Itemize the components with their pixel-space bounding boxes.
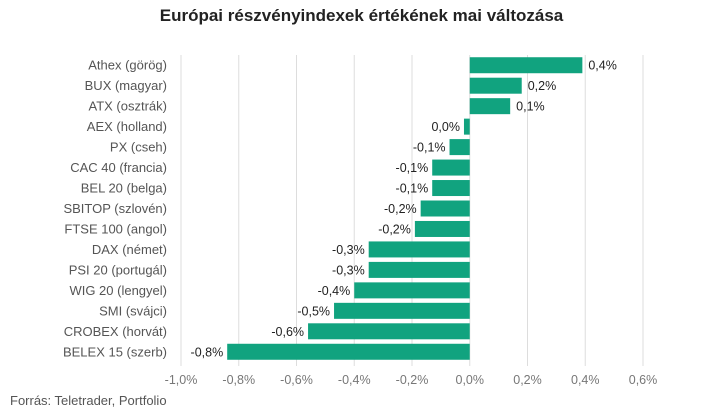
chart-source: Forrás: Teletrader, Portfolio [10,393,167,408]
category-label: DAX (német) [92,242,167,257]
category-label: CAC 40 (francia) [70,160,167,175]
bar [449,139,470,156]
x-tick-label: 0,4% [571,373,600,387]
data-label: -0,8% [191,345,224,359]
data-label: 0,0% [431,120,460,134]
category-label: ATX (osztrák) [89,99,168,114]
data-label: -0,3% [332,243,365,257]
data-label: -0,5% [297,304,330,318]
category-label: BUX (magyar) [85,78,167,93]
data-label: -0,1% [413,141,446,155]
bar [368,241,470,258]
x-axis-ticks: -1,0% -0,8% -0,6% -0,4% -0,2% 0,0% 0,2% 0,4% 0,6… [165,373,658,387]
chart-title: Európai részvényindexek értékének mai vá… [159,6,564,25]
category-label: PX (cseh) [110,140,167,155]
data-label: -0,4% [318,284,351,298]
category-label: BELEX 15 (szerb) [63,344,167,359]
bar [469,77,522,94]
bar [469,57,583,74]
bar [432,180,470,197]
x-tick-label: -0,2% [396,373,429,387]
category-label: SMI (svájci) [99,303,167,318]
data-label: 0,1% [516,100,545,114]
bars-layer [227,57,583,360]
data-label: -0,1% [396,182,429,196]
x-tick-label: -0,4% [338,373,371,387]
labels-layer: Athex (görög) 0,4% BUX (magyar) 0,2% ATX (os… [63,58,617,360]
category-label: CROBEX (horvát) [64,324,167,339]
bar [308,323,470,340]
bar [420,200,470,217]
x-tick-label: 0,0% [456,373,485,387]
data-label: -0,2% [378,222,411,236]
bar [227,343,470,360]
category-label: WIG 20 (lengyel) [69,283,167,298]
data-label: -0,3% [332,263,365,277]
bar [432,159,470,176]
category-label: PSI 20 (portugál) [69,262,167,277]
data-label: 0,2% [528,79,557,93]
bar [368,261,470,278]
category-label: SBITOP (szlovén) [63,201,167,216]
data-label: -0,6% [271,325,304,339]
x-tick-label: -0,8% [222,373,255,387]
bar [469,98,511,115]
category-label: FTSE 100 (angol) [64,221,167,236]
category-label: Athex (görög) [88,58,167,73]
data-label: -0,1% [396,161,429,175]
bar [463,118,470,135]
x-tick-label: -0,6% [280,373,313,387]
bar [414,220,470,237]
x-tick-label: -1,0% [165,373,198,387]
x-tick-label: 0,6% [629,373,658,387]
bar [334,302,470,319]
data-label: -0,2% [384,202,417,216]
category-label: AEX (holland) [87,119,167,134]
category-label: BEL 20 (belga) [81,181,167,196]
data-label: 0,4% [588,59,617,73]
x-tick-label: 0,2% [513,373,542,387]
bar [354,282,470,299]
